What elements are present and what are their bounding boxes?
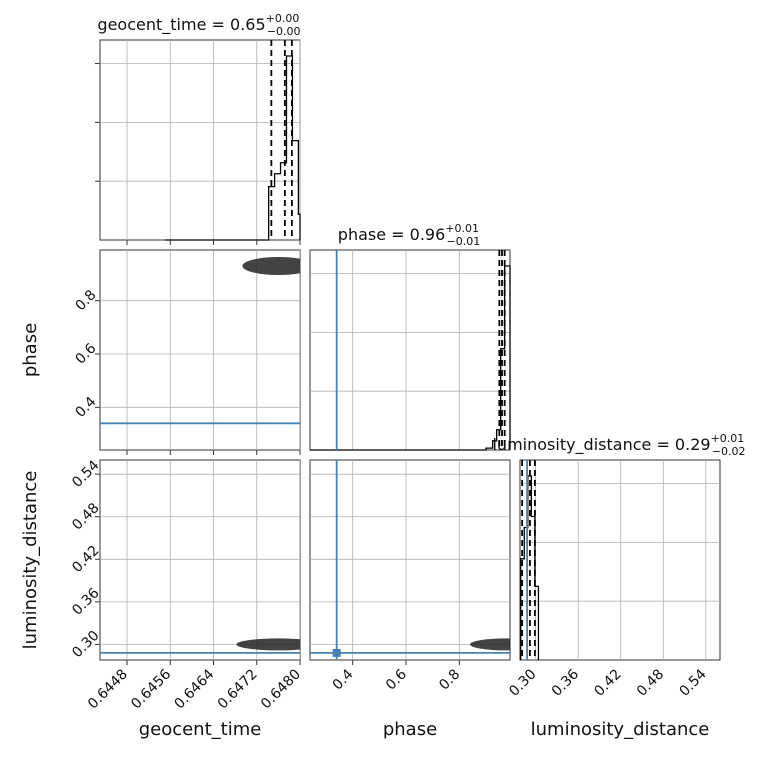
y-tick-label-phase: 0.4 [72,394,99,421]
panel-2d-geocent_time-luminosity_distance [95,459,301,665]
panel-hist-phase [309,249,511,451]
panel-title-phase: phase = 0.96+0.01 −0.01 [338,222,480,248]
x-tick-label-luminosity_distance: 0.54 [676,666,709,699]
panel-hist-luminosity_distance [519,459,721,661]
x-tick-label-phase: 0.8 [436,666,463,693]
x-tick-label-phase: 0.4 [330,666,357,693]
density-contour [470,638,510,651]
x-tick-label-luminosity_distance: 0.36 [549,666,582,699]
density-contour [236,638,300,651]
y-tick-label-phase: 0.8 [72,287,99,314]
hist-geocent_time [164,55,301,241]
x-tick-label-geocent_time: 0.6456 [128,666,174,712]
truth-marker [332,648,341,657]
x-tick-label-geocent_time: 0.6464 [172,666,218,712]
y-tick-label-phase: 0.6 [72,340,99,367]
density-contour [242,257,300,275]
x-axis-label-geocent_time: geocent_time [139,719,262,740]
panel-title-geocent_time: geocent_time = 0.65+0.00 −0.00 [97,12,300,38]
x-tick-label-geocent_time: 0.6480 [258,666,304,712]
x-tick-label-luminosity_distance: 0.48 [634,666,667,699]
y-axis-label-phase: phase [20,323,41,377]
x-axis-label-phase: phase [383,719,437,740]
x-tick-label-geocent_time: 0.6472 [215,666,261,712]
x-axis-label-luminosity_distance: luminosity_distance [531,719,710,740]
y-axis-label-luminosity_distance: luminosity_distance [20,471,41,650]
panel-hist-geocent_time [95,39,301,245]
panel-2d-geocent_time-phase [95,249,301,455]
x-tick-label-luminosity_distance: 0.42 [591,666,624,699]
x-tick-label-phase: 0.6 [383,666,410,693]
panel-title-luminosity_distance: luminosity_distance = 0.29+0.01 −0.02 [492,432,745,458]
x-tick-label-luminosity_distance: 0.30 [506,666,539,699]
panel-frame [99,459,301,661]
panel-frame [99,39,301,241]
panel-frame [519,459,721,661]
x-tick-label-geocent_time: 0.6448 [85,666,131,712]
panel-frame [309,459,511,661]
panel-frame [99,249,301,451]
panel-frame [309,249,511,451]
panel-2d-phase-luminosity_distance [309,459,511,665]
